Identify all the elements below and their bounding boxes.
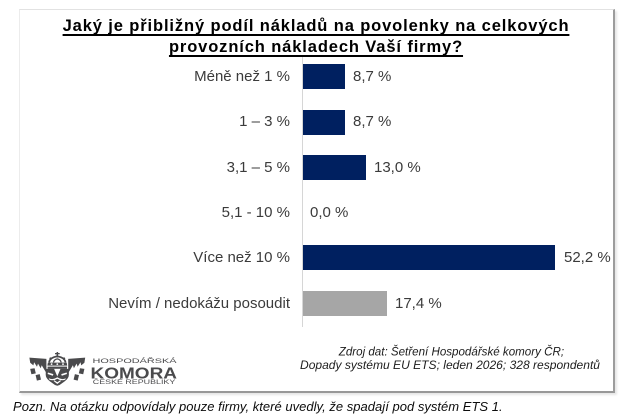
svg-text:ČESKÉ REPUBLIKY: ČESKÉ REPUBLIKY: [93, 379, 176, 386]
svg-text:Dopady systému EU ETS; leden 2: Dopady systému EU ETS; leden 2026; 328 r…: [300, 358, 600, 372]
svg-text:Zdroj dat: Šetření Hospodářské: Zdroj dat: Šetření Hospodářské komory ČR…: [338, 343, 564, 358]
svg-text:KOMORA: KOMORA: [91, 365, 178, 382]
svg-text:HOSPODÁŘSKÁ: HOSPODÁŘSKÁ: [93, 356, 178, 365]
